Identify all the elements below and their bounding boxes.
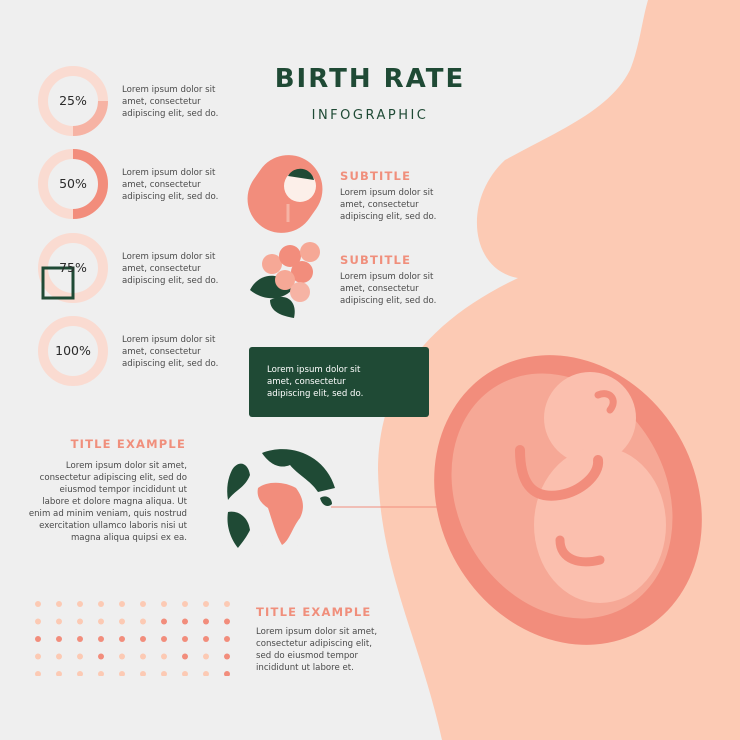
decor-dot xyxy=(182,601,188,607)
decor-dot xyxy=(119,636,125,642)
decor-dot xyxy=(140,671,146,676)
ring-75-arc xyxy=(41,266,75,300)
subtitle-heading-1: SUBTITLE xyxy=(340,169,412,183)
decor-dot xyxy=(56,671,62,676)
dark-info-box xyxy=(249,347,429,417)
decor-dot xyxy=(161,618,167,625)
decor-dot xyxy=(98,636,104,642)
egg-icon xyxy=(247,155,323,233)
decor-dot xyxy=(77,636,83,642)
decor-dot xyxy=(35,636,41,642)
decor-dot xyxy=(35,653,41,660)
percent-label-50: 50% xyxy=(59,176,87,191)
decor-dot xyxy=(182,671,188,676)
decor-dot xyxy=(119,618,125,625)
title-example-heading-1: TITLE EXAMPLE xyxy=(70,437,186,451)
fetus-body xyxy=(534,447,666,603)
decor-dot xyxy=(35,601,41,607)
decor-dot xyxy=(98,618,104,625)
decor-dot xyxy=(119,671,125,676)
dot-grid xyxy=(35,601,230,676)
decor-dot xyxy=(77,618,83,625)
decor-dot xyxy=(140,636,146,642)
decor-dot xyxy=(203,653,209,660)
decor-dot xyxy=(140,601,146,607)
percent-desc-100: Lorem ipsum dolor sit amet, consectetur ad… xyxy=(122,335,219,369)
decor-dot xyxy=(161,636,167,642)
title-example-text-1: Lorem ipsum dolor sit amet, consectetur … xyxy=(28,461,187,543)
subtitle-text-1: Lorem ipsum dolor sit amet, consectetur ad… xyxy=(340,188,437,222)
percent-label-100: 100% xyxy=(55,343,91,358)
page-title: BIRTH RATE xyxy=(274,64,466,94)
decor-dot xyxy=(77,601,83,607)
fetus-ear xyxy=(594,390,617,414)
decor-dot xyxy=(119,601,125,607)
decor-dot xyxy=(98,671,104,676)
ring-25-arc xyxy=(72,100,108,136)
subtitle-heading-2: SUBTITLE xyxy=(340,253,412,267)
ring-50-arc xyxy=(72,149,108,219)
globe-icon xyxy=(227,445,335,549)
decor-dot xyxy=(161,601,167,607)
title-example-heading-2: TITLE EXAMPLE xyxy=(256,605,372,619)
percent-label-25: 25% xyxy=(59,93,87,108)
percent-label-75: 75% xyxy=(59,260,87,275)
decor-dot xyxy=(56,653,62,660)
decor-dot xyxy=(77,653,83,660)
decor-dot xyxy=(140,653,146,660)
decor-dot xyxy=(98,601,104,607)
dark-box-text: Lorem ipsum dolor sit amet, consectetur ad… xyxy=(267,365,364,399)
decor-dot xyxy=(56,618,62,625)
fetus-limb-2 xyxy=(555,535,605,567)
decor-dot xyxy=(224,653,230,660)
percent-desc-50: Lorem ipsum dolor sit amet, consectetur ad… xyxy=(122,168,219,202)
decor-dot xyxy=(161,671,167,676)
decor-dot xyxy=(161,653,167,660)
decor-dot xyxy=(182,653,188,660)
decor-dot xyxy=(224,636,230,642)
decor-dot xyxy=(119,653,125,660)
page-subtitle: INFOGRAPHIC xyxy=(311,108,429,123)
subtitle-text-2: Lorem ipsum dolor sit amet, consectetur ad… xyxy=(340,272,437,306)
decor-dot xyxy=(203,636,209,642)
fetus-limb-1 xyxy=(515,445,604,501)
decor-dot xyxy=(224,671,230,676)
decor-dot xyxy=(203,601,209,607)
cells-icon xyxy=(250,242,320,318)
percent-desc-75: Lorem ipsum dolor sit amet, consectetur ad… xyxy=(122,252,219,286)
decor-dot xyxy=(77,671,83,676)
decor-dot xyxy=(182,618,188,625)
decor-dot xyxy=(203,671,209,676)
decor-dot xyxy=(182,636,188,642)
percent-desc-25: Lorem ipsum dolor sit amet, consectetur ad… xyxy=(122,85,219,119)
decor-dot xyxy=(140,618,146,625)
title-example-text-2: Lorem ipsum dolor sit amet, consectetur … xyxy=(256,627,378,673)
decor-dot xyxy=(224,618,230,625)
decor-dot xyxy=(203,618,209,625)
decor-dot xyxy=(224,601,230,607)
decor-dot xyxy=(56,601,62,607)
decor-dot xyxy=(98,653,104,660)
decor-dot xyxy=(35,618,41,625)
decor-dot xyxy=(35,671,41,676)
decor-dot xyxy=(56,636,62,642)
